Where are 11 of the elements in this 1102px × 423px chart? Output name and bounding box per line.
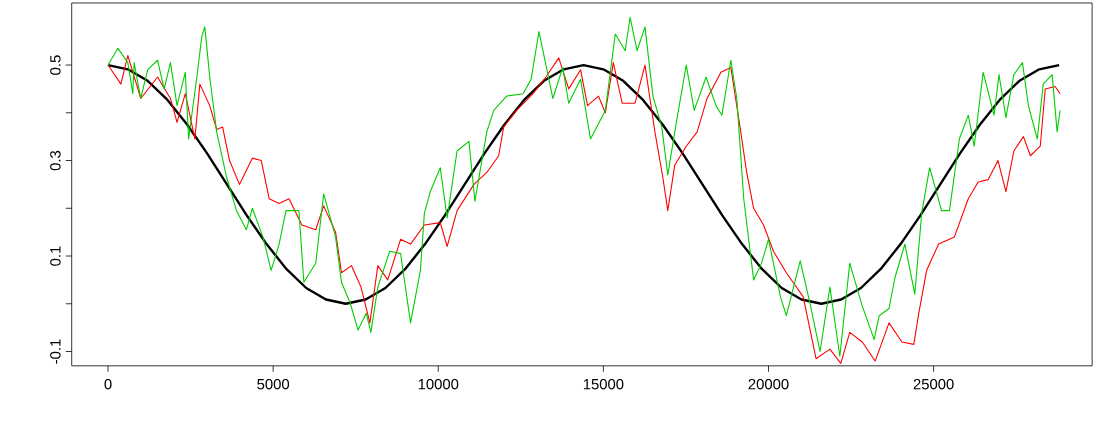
line-series (106, 63, 1061, 305)
x-tick-label: 10000 (418, 378, 459, 390)
y-tick-label: 0.3 (50, 150, 61, 171)
x-tick-label: 20000 (748, 378, 789, 390)
x-tick-label: 5000 (257, 378, 290, 390)
x-tick-label: 25000 (913, 378, 954, 390)
y-tick-label: -0.1 (50, 339, 61, 364)
x-tick-label: 0 (104, 378, 112, 390)
y-tick-label: 0.5 (50, 55, 61, 75)
x-tick-label: 15000 (583, 378, 624, 390)
y-tick-label: 0.1 (50, 246, 61, 266)
